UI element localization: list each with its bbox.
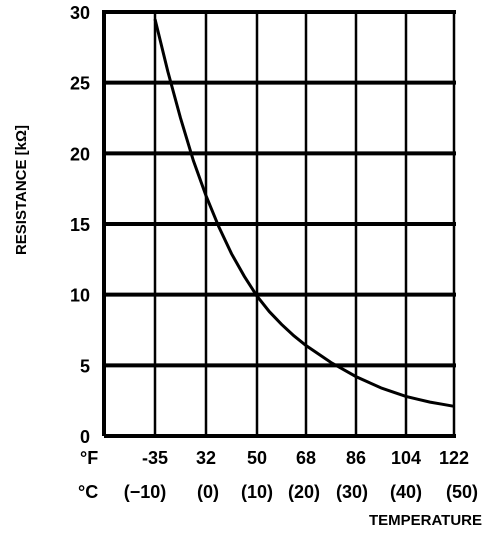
- x-tick-label-c: (30): [336, 482, 368, 502]
- y-tick-label: 25: [70, 74, 90, 94]
- x-tick-label-c: (20): [288, 482, 320, 502]
- x-axis-title: TEMPERATURE: [369, 512, 482, 529]
- x-tick-labels-fahrenheit: -35 32 50 68 86 104 122: [142, 448, 469, 468]
- y-tick-label: 30: [70, 3, 90, 23]
- celsius-unit-label: °C: [78, 482, 98, 502]
- x-tick-label-f: -35: [142, 448, 168, 468]
- x-tick-label-c: (−10): [124, 482, 167, 502]
- x-tick-label-f: 68: [296, 448, 316, 468]
- x-tick-label-c: (50): [446, 482, 478, 502]
- horizontal-gridlines: [104, 10, 456, 368]
- y-tick-label: 15: [70, 215, 90, 235]
- x-tick-label-c: (0): [197, 482, 219, 502]
- y-tick-label: 20: [70, 144, 90, 164]
- fahrenheit-unit-label: °F: [80, 448, 98, 468]
- resistance-curve: [153, 18, 455, 408]
- x-tick-label-f: 50: [247, 448, 267, 468]
- x-tick-label-f: 32: [196, 448, 216, 468]
- y-axis-title: RESISTANCE [kΩ]: [13, 125, 30, 255]
- x-tick-label-f: 104: [391, 448, 421, 468]
- x-tick-label-c: (10): [241, 482, 273, 502]
- x-tick-label-c: (40): [390, 482, 422, 502]
- y-tick-labels: 0 5 10 15 20 25 30: [70, 3, 90, 447]
- x-tick-labels-celsius: (−10) (0) (10) (20) (30) (40) (50): [124, 482, 478, 502]
- vertical-gridlines: [153, 10, 456, 436]
- x-tick-label-f: 86: [346, 448, 366, 468]
- y-tick-label: 0: [80, 427, 90, 447]
- y-tick-label: 10: [70, 286, 90, 306]
- y-tick-label: 5: [80, 356, 90, 376]
- x-tick-label-f: 122: [439, 448, 469, 468]
